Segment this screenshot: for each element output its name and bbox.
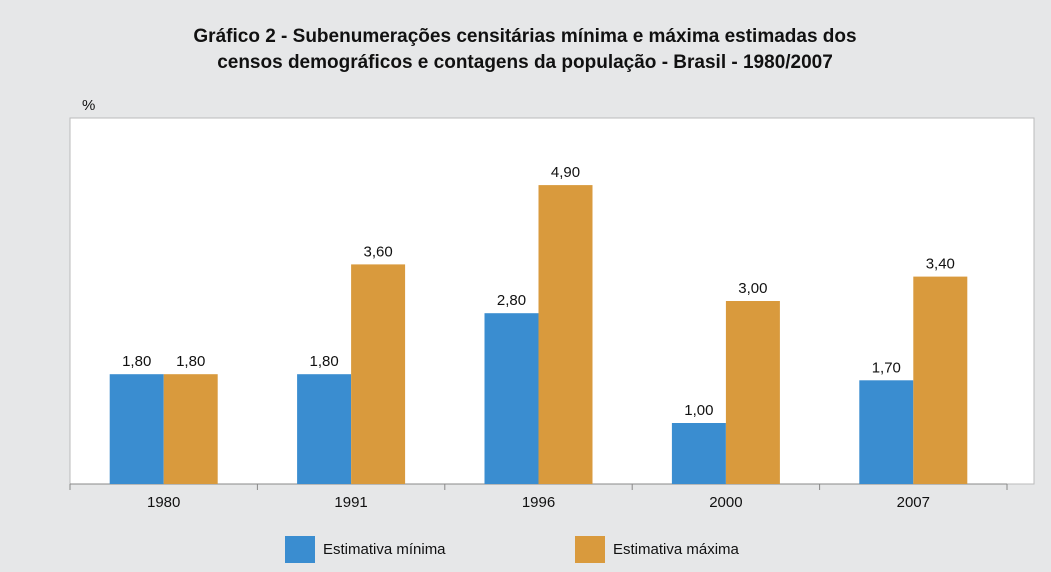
bar xyxy=(163,374,218,484)
value-label: 3,60 xyxy=(363,243,392,260)
y-axis-label: % xyxy=(82,97,95,114)
bar xyxy=(109,374,164,484)
bar xyxy=(725,301,780,484)
value-label: 1,70 xyxy=(872,359,901,376)
legend-label: Estimativa máxima xyxy=(613,541,740,558)
value-label: 1,80 xyxy=(309,353,338,370)
bar xyxy=(297,374,352,484)
legend-swatch xyxy=(285,536,315,563)
x-tick-label: 1996 xyxy=(522,494,555,511)
bar xyxy=(538,185,593,484)
x-tick-label: 2007 xyxy=(897,494,930,511)
x-tick-label: 1980 xyxy=(147,494,180,511)
value-label: 1,80 xyxy=(176,353,205,370)
x-tick-label: 1991 xyxy=(334,494,367,511)
legend-swatch xyxy=(575,536,605,563)
value-label: 3,40 xyxy=(926,256,955,273)
legend-label: Estimativa mínima xyxy=(323,541,446,558)
bar xyxy=(351,264,406,484)
value-label: 1,00 xyxy=(684,402,713,419)
chart-title: censos demográficos e contagens da popul… xyxy=(217,52,833,73)
bar xyxy=(913,276,968,484)
bar xyxy=(859,380,914,484)
value-label: 4,90 xyxy=(551,164,580,181)
chart-title: Gráfico 2 - Subenumerações censitárias m… xyxy=(193,26,856,47)
value-label: 3,00 xyxy=(738,280,767,297)
value-label: 1,80 xyxy=(122,353,151,370)
bar xyxy=(484,313,539,484)
x-tick-label: 2000 xyxy=(709,494,742,511)
bar xyxy=(671,423,726,484)
value-label: 2,80 xyxy=(497,292,526,309)
